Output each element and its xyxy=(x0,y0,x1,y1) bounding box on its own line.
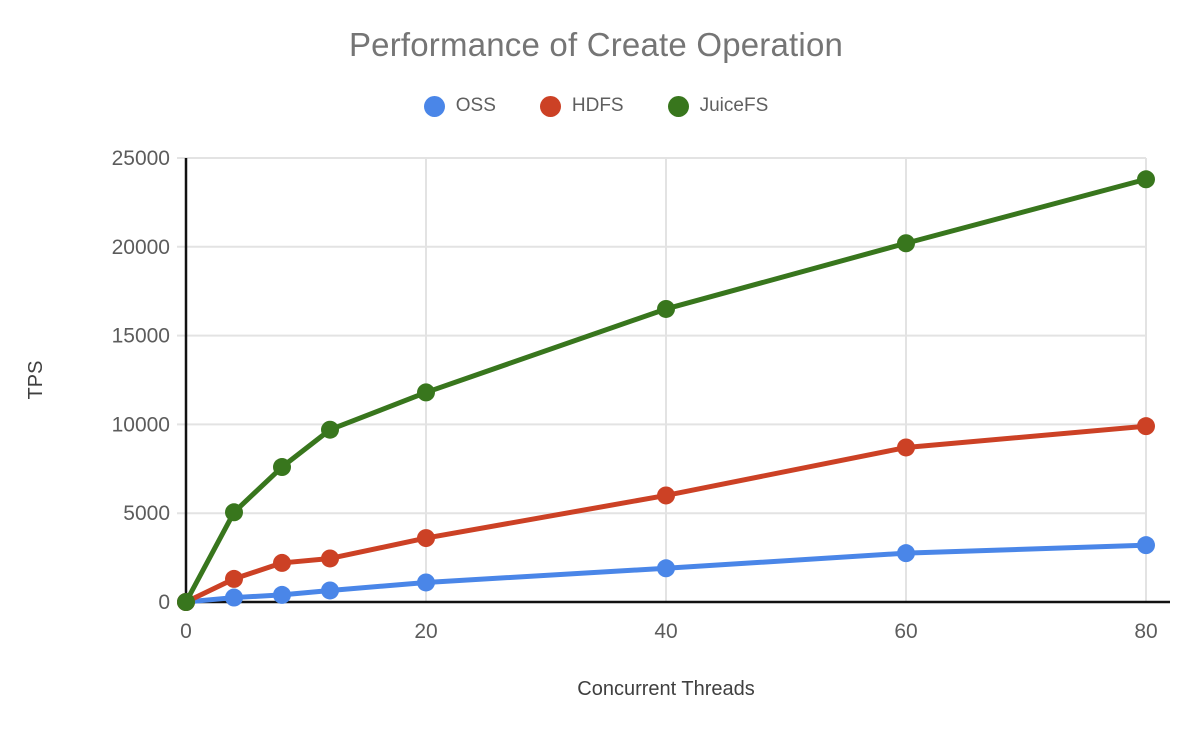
data-point-oss-20 xyxy=(417,573,435,592)
legend-swatch-hdfs-icon xyxy=(539,95,561,117)
data-point-hdfs-8 xyxy=(273,553,291,572)
y-tick-label-5000: 5000 xyxy=(123,502,170,525)
data-point-juicefs-0 xyxy=(177,593,195,611)
data-point-juicefs-80 xyxy=(1137,170,1155,189)
data-point-oss-80 xyxy=(1137,536,1155,555)
legend-label-juicefs: JuiceFS xyxy=(699,95,769,116)
data-point-hdfs-80 xyxy=(1137,417,1155,436)
legend-swatch-oss-icon xyxy=(423,95,445,117)
data-point-oss-8 xyxy=(273,585,291,604)
data-point-hdfs-4 xyxy=(225,569,243,588)
data-series xyxy=(177,170,1155,611)
chart-legend: OSS HDFS JuiceFS xyxy=(0,95,1192,117)
x-tick-label-80: 80 xyxy=(1134,620,1157,643)
x-tick-label-60: 60 xyxy=(894,620,917,643)
chart-title: Performance of Create Operation xyxy=(348,26,844,63)
tick-labels: 0 5000 10000 15000 20000 25000 0 20 40 60 80 xyxy=(112,147,1158,643)
y-tick-label-15000: 15000 xyxy=(112,325,170,348)
data-point-oss-40 xyxy=(657,559,675,578)
x-tick-label-20: 20 xyxy=(414,620,437,643)
y-axis-title: TPS xyxy=(25,361,47,400)
series-line-juicefs xyxy=(183,176,1149,605)
legend-swatch-juicefs-icon xyxy=(667,95,689,117)
y-tick-label-0: 0 xyxy=(158,591,170,614)
y-tick-label-25000: 25000 xyxy=(112,147,170,170)
y-tick-label-20000: 20000 xyxy=(112,236,170,259)
legend-item-juicefs: JuiceFS xyxy=(667,95,769,117)
data-point-juicefs-8 xyxy=(273,458,291,477)
data-point-juicefs-12 xyxy=(321,420,339,439)
x-tick-label-0: 0 xyxy=(180,620,192,643)
data-point-hdfs-40 xyxy=(657,486,675,505)
y-tick-label-10000: 10000 xyxy=(112,413,170,436)
gridlines xyxy=(177,157,1147,602)
data-point-juicefs-4 xyxy=(225,503,243,522)
legend-label-oss: OSS xyxy=(455,95,496,116)
data-point-juicefs-20 xyxy=(417,383,435,402)
axes xyxy=(184,158,1170,604)
legend-label-hdfs: HDFS xyxy=(571,95,624,116)
data-point-juicefs-40 xyxy=(657,299,675,318)
data-point-oss-60 xyxy=(897,544,915,563)
legend-item-hdfs: HDFS xyxy=(539,95,624,117)
x-axis-title: Concurrent Threads xyxy=(577,678,755,700)
data-point-hdfs-20 xyxy=(417,529,435,548)
data-point-oss-12 xyxy=(321,581,339,600)
x-tick-label-40: 40 xyxy=(654,620,677,643)
data-point-hdfs-60 xyxy=(897,438,915,457)
data-point-hdfs-12 xyxy=(321,549,339,568)
legend-item-oss: OSS xyxy=(423,95,496,117)
data-point-oss-4 xyxy=(225,588,243,607)
data-point-juicefs-60 xyxy=(897,234,915,253)
